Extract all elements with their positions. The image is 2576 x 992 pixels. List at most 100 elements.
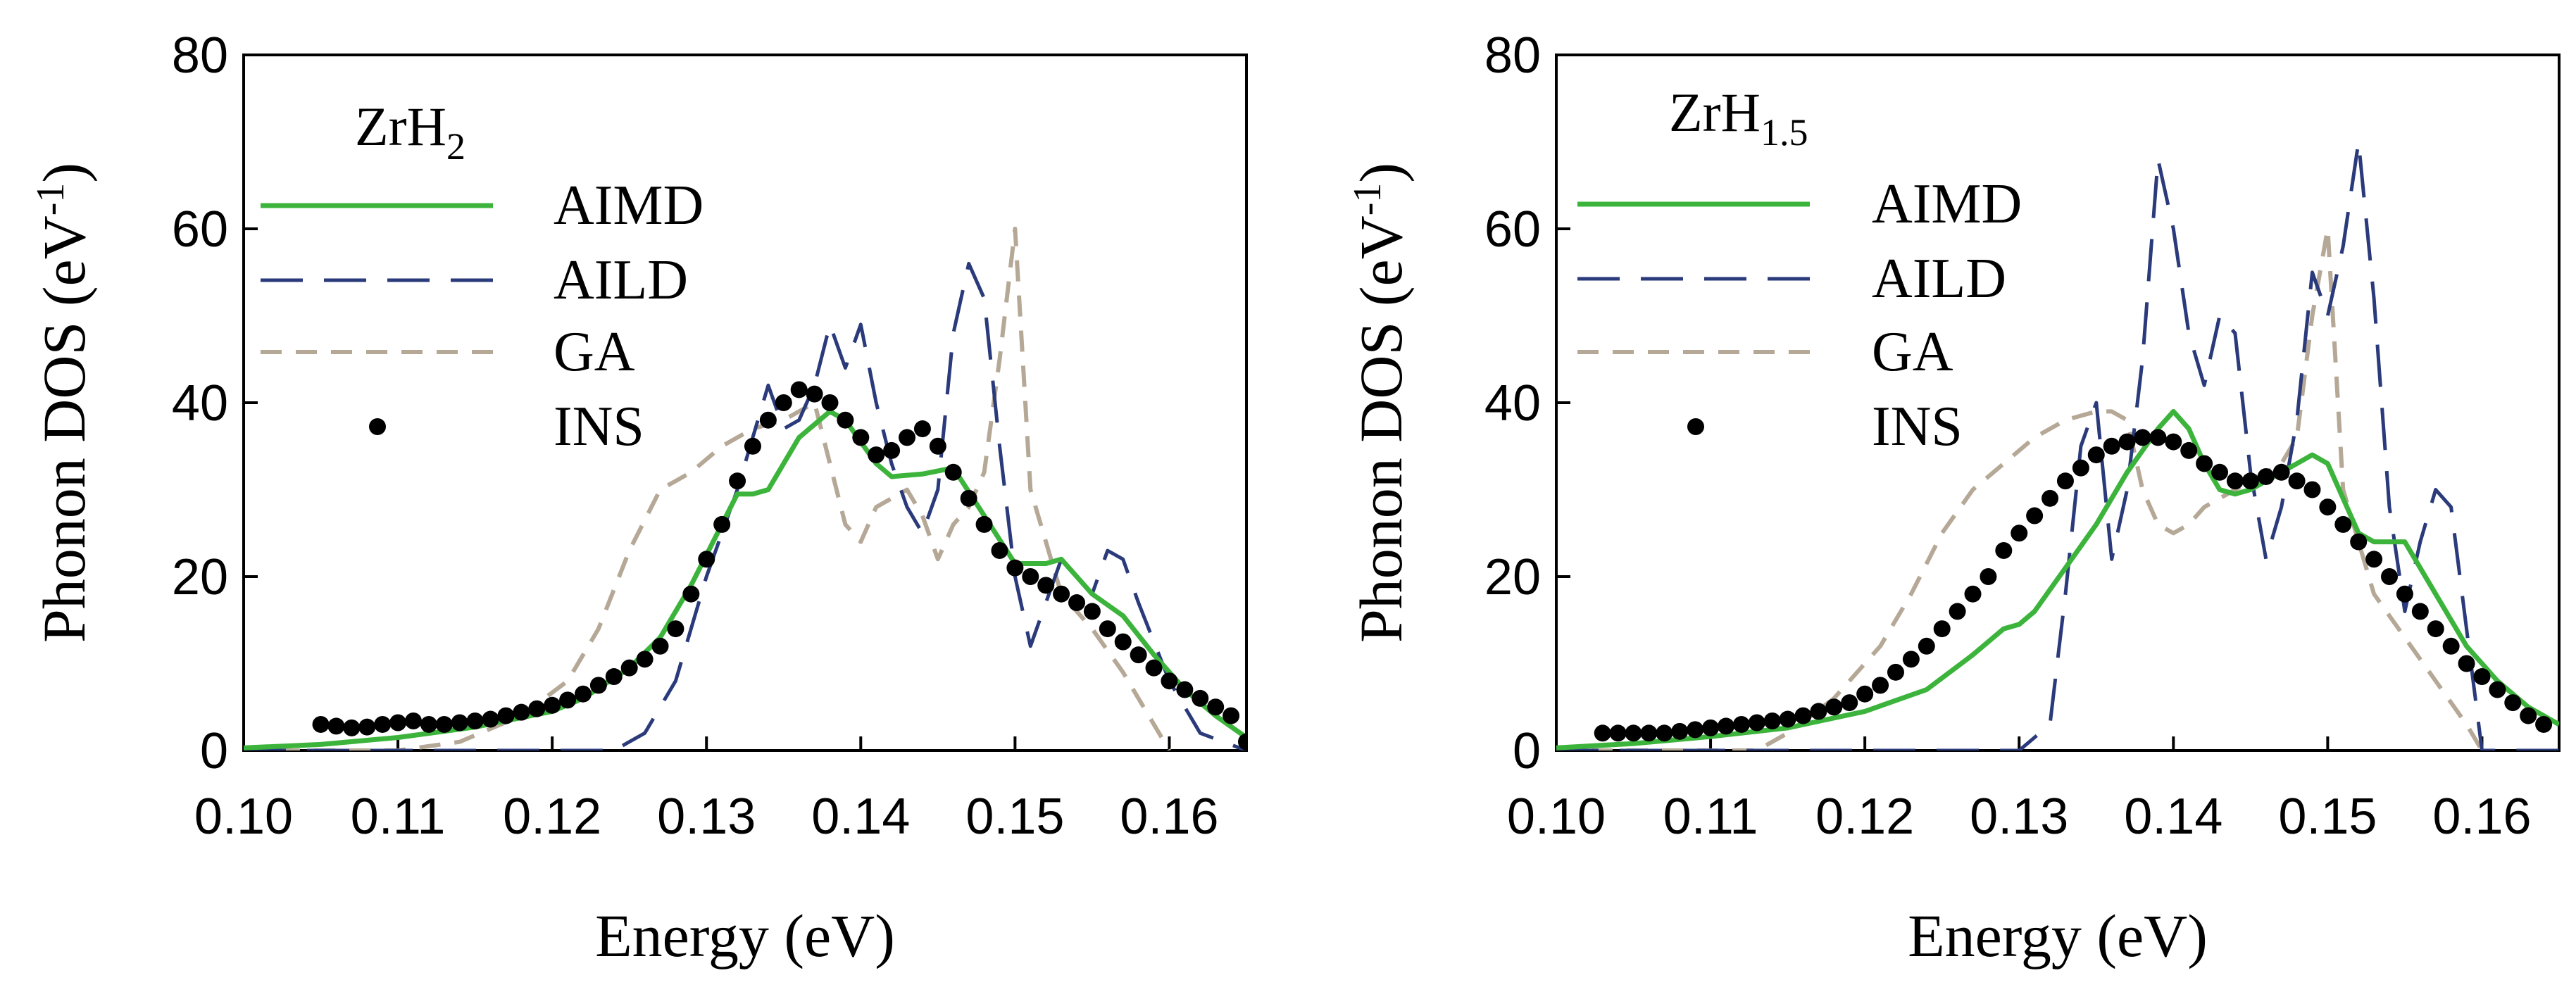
data-point-ins [374,715,392,733]
legend-label-aild: AILD [554,249,688,311]
data-point-ins [2288,472,2306,490]
data-point-ins [1687,721,1704,739]
legend-label-aimd: AIMD [1872,173,2022,235]
data-point-ins [883,441,901,459]
series-ins [312,381,1246,751]
y-tick-label: 40 [1484,375,1541,432]
data-point-ins [2427,620,2444,638]
data-point-ins [975,515,993,533]
data-point-ins [698,551,715,568]
y-tick-label: 80 [172,27,228,84]
data-point-ins [404,712,422,730]
data-point-ins [1037,577,1055,594]
legend-swatch-ins [1687,418,1704,435]
panel-zrh2: 0 20 40 60 80 0.10 0.11 0.12 0.13 0.14 0.15 0.16 E… [29,27,1248,969]
data-point-ins [327,717,345,735]
data-point-ins [1995,541,2013,559]
data-point-ins [944,463,962,481]
data-point-ins [2056,472,2074,490]
x-axis-label: Energy (eV) [595,902,895,969]
data-point-ins [1949,603,1966,620]
data-point-ins [913,420,931,438]
x-tick-label: 0.15 [2278,789,2377,845]
data-point-ins [497,707,515,724]
data-point-ins [1053,585,1070,603]
data-point-ins [1099,620,1116,638]
data-point-ins [1068,594,1086,612]
plot-marks [244,227,1246,751]
data-point-ins [713,515,731,533]
data-point-ins [1625,724,1642,742]
data-point-ins [682,585,700,603]
data-point-ins [343,719,361,736]
data-point-ins [451,714,468,732]
data-point-ins [2087,446,2105,464]
data-point-ins [667,620,684,638]
data-point-ins [806,385,823,403]
data-point-ins [544,696,561,714]
data-point-ins [1192,689,1209,707]
data-point-ins [1114,633,1132,651]
data-point-ins [2257,467,2275,485]
data-point-ins [1902,651,1920,668]
data-point-ins [2319,498,2337,516]
data-point-ins [2520,707,2537,724]
data-point-ins [899,429,916,446]
data-point-ins [2535,715,2553,733]
legend: AIMD AILD GA INS [261,175,704,458]
data-point-ins [744,437,761,455]
panel-title: ZrH1.5 [1669,82,1808,153]
series-line-aild [244,261,1246,751]
data-point-ins [2473,668,2491,686]
data-point-ins [1006,559,1024,577]
data-point-ins [729,472,746,490]
data-point-ins [1594,724,1611,742]
x-tick-label: 0.15 [965,789,1064,845]
data-point-ins [1717,717,1734,735]
y-axis-label: Phonon DOS (eV-1) [1346,163,1415,643]
data-point-ins [1609,724,1627,742]
y-tick-label: 80 [1484,27,1541,84]
data-point-ins [759,411,777,429]
x-tick-label: 0.13 [657,789,756,845]
panel-title: ZrH2 [355,96,465,168]
data-point-ins [2042,489,2059,507]
data-point-ins [2118,433,2136,451]
y-tick-label: 60 [1484,201,1541,258]
series-line-ga [1556,227,2484,751]
data-point-ins [2489,681,2506,698]
data-point-ins [2026,507,2044,525]
data-point-ins [1841,694,1858,712]
data-point-ins [1732,715,1750,733]
plot-marks [1556,140,2559,751]
data-point-ins [2242,472,2259,490]
legend-label-aimd: AIMD [554,175,704,237]
y-axis-label: Phonon DOS (eV-1) [29,163,98,643]
data-point-ins [821,394,839,411]
data-point-ins [2149,429,2167,446]
data-point-ins [1640,724,1658,742]
legend-label-aild: AILD [1872,248,2006,310]
legend-swatch-ins [369,418,386,435]
plot-frame [242,54,1248,752]
x-tick-label: 0.14 [811,789,910,845]
data-point-ins [2196,455,2213,472]
data-point-ins [2165,433,2182,451]
data-point-ins [1825,698,1843,716]
data-point-ins [929,437,946,455]
x-axis-label: Energy (eV) [1908,902,2208,969]
data-point-ins [775,394,792,411]
data-point-ins [960,489,977,507]
data-point-ins [389,714,407,732]
y-tick-labels: 0 20 40 60 80 [1484,27,1570,779]
data-point-ins [852,429,870,446]
data-point-ins [1176,681,1194,698]
x-tick-label: 0.10 [194,789,293,845]
data-point-ins [1083,603,1101,620]
data-point-ins [2303,481,2321,498]
series-line-ga [244,227,1172,751]
x-tick-label: 0.12 [1815,789,1914,845]
data-point-ins [2350,533,2368,551]
data-point-ins [837,411,854,429]
